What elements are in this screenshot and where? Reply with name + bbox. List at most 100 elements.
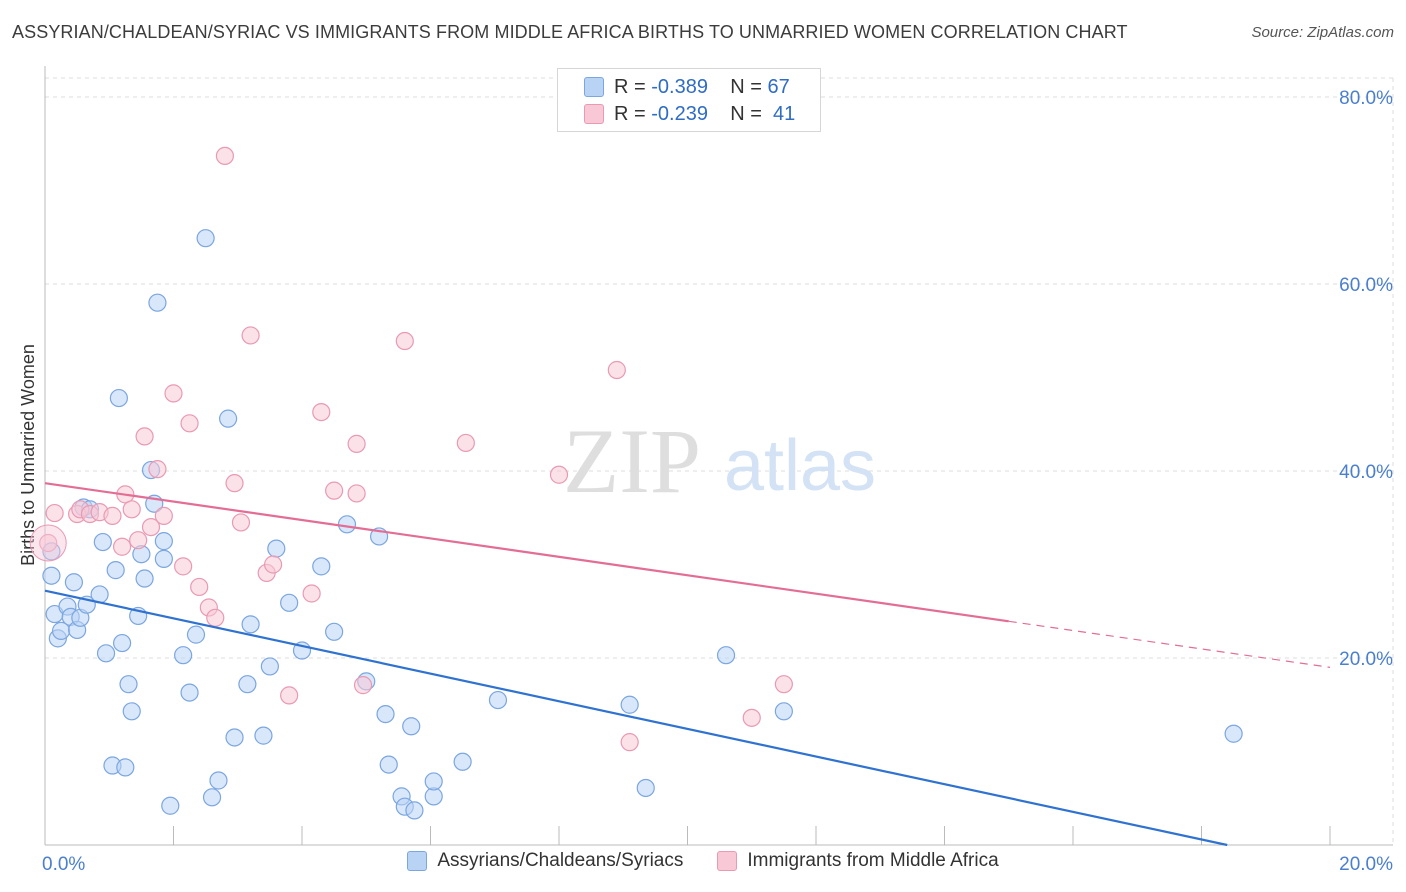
point-assyrians bbox=[148, 293, 167, 312]
point-assyrians bbox=[225, 728, 244, 747]
point-middle-africa bbox=[302, 584, 321, 603]
point-middle-africa bbox=[742, 708, 761, 727]
stats-r-label: R = bbox=[614, 102, 646, 125]
point-middle-africa bbox=[45, 503, 64, 523]
point-assyrians bbox=[254, 726, 273, 745]
point-assyrians bbox=[135, 569, 154, 588]
point-assyrians bbox=[219, 409, 238, 428]
point-middle-africa-large bbox=[29, 524, 67, 562]
point-assyrians bbox=[109, 388, 128, 408]
y-tick-label: 20.0% bbox=[1339, 649, 1393, 670]
x-tick-label: 20.0% bbox=[1339, 854, 1393, 875]
chart-title: ASSYRIAN/CHALDEAN/SYRIAC VS IMMIGRANTS F… bbox=[12, 22, 1128, 42]
point-middle-africa bbox=[347, 434, 366, 453]
point-middle-africa bbox=[164, 384, 183, 403]
point-middle-africa bbox=[215, 146, 234, 166]
point-assyrians bbox=[405, 801, 424, 820]
point-middle-africa bbox=[774, 675, 793, 694]
point-assyrians bbox=[202, 788, 222, 807]
point-assyrians bbox=[154, 532, 173, 551]
point-middle-africa bbox=[180, 414, 199, 433]
point-assyrians bbox=[174, 646, 193, 665]
point-middle-africa bbox=[122, 500, 141, 519]
point-middle-africa bbox=[148, 460, 167, 479]
stats-swatch-pink bbox=[584, 104, 604, 124]
point-middle-africa bbox=[549, 465, 569, 484]
point-assyrians bbox=[119, 675, 138, 694]
point-middle-africa bbox=[241, 326, 260, 345]
point-assyrians bbox=[402, 717, 421, 736]
point-middle-africa bbox=[353, 676, 373, 695]
point-assyrians bbox=[116, 758, 135, 777]
point-middle-africa bbox=[325, 481, 344, 500]
point-assyrians bbox=[196, 229, 215, 248]
point-assyrians bbox=[106, 561, 125, 580]
point-middle-africa bbox=[231, 513, 251, 532]
stats-r-value: -0.389 bbox=[651, 75, 708, 98]
point-assyrians bbox=[112, 633, 132, 653]
point-assyrians bbox=[280, 593, 299, 612]
point-assyrians bbox=[180, 683, 199, 702]
watermark-atlas: atlas bbox=[724, 426, 876, 506]
point-assyrians bbox=[620, 695, 639, 714]
point-middle-africa bbox=[154, 506, 173, 525]
chart-legend: Assyrians/Chaldeans/Syriacs Immigrants f… bbox=[0, 850, 1406, 872]
point-assyrians bbox=[337, 515, 357, 534]
point-middle-africa bbox=[206, 608, 225, 627]
point-middle-africa bbox=[263, 555, 283, 574]
trendline-middle-africa-extension bbox=[1008, 620, 1331, 668]
point-middle-africa bbox=[135, 427, 154, 446]
legend-label: Immigrants from Middle Africa bbox=[747, 850, 999, 871]
point-assyrians bbox=[96, 644, 116, 663]
point-middle-africa bbox=[112, 537, 132, 556]
trendline-middle-africa bbox=[44, 482, 1009, 623]
y-tick-label: 60.0% bbox=[1339, 275, 1393, 296]
trendline-assyrians bbox=[44, 589, 1228, 847]
stats-n-label: N = bbox=[730, 102, 762, 125]
stats-n-value: 41 bbox=[773, 102, 796, 125]
point-assyrians bbox=[325, 622, 344, 641]
point-assyrians bbox=[154, 549, 173, 568]
stats-r-label: R = bbox=[614, 75, 646, 98]
point-assyrians bbox=[42, 566, 61, 585]
point-middle-africa bbox=[456, 433, 475, 453]
point-middle-africa bbox=[280, 686, 299, 705]
legend-item-middle-africa[interactable]: Immigrants from Middle Africa bbox=[717, 850, 999, 872]
point-assyrians bbox=[312, 557, 331, 576]
point-assyrians bbox=[122, 702, 141, 721]
point-assyrians bbox=[424, 772, 443, 791]
point-assyrians bbox=[453, 752, 472, 771]
point-assyrians bbox=[93, 532, 112, 552]
point-assyrians bbox=[241, 615, 260, 634]
point-assyrians bbox=[186, 625, 206, 644]
point-middle-africa bbox=[607, 360, 626, 380]
point-assyrians bbox=[488, 690, 508, 710]
point-middle-africa bbox=[225, 474, 244, 493]
point-assyrians bbox=[774, 702, 793, 721]
series-assyrians bbox=[42, 229, 1243, 820]
legend-swatch-pink bbox=[717, 851, 738, 871]
point-assyrians bbox=[379, 755, 398, 774]
stats-swatch-blue bbox=[584, 77, 604, 97]
point-assyrians bbox=[636, 778, 655, 798]
stats-r-value: -0.239 bbox=[651, 102, 708, 125]
legend-item-assyrians[interactable]: Assyrians/Chaldeans/Syriacs bbox=[407, 850, 683, 872]
point-assyrians bbox=[260, 657, 279, 676]
point-middle-africa bbox=[129, 531, 148, 550]
point-middle-africa bbox=[103, 506, 122, 525]
y-axis-label: Births to Unmarried Women bbox=[18, 344, 38, 566]
source-label: Source: ZipAtlas.com bbox=[1251, 24, 1394, 41]
point-assyrians bbox=[238, 675, 257, 694]
legend-swatch-blue bbox=[407, 851, 428, 871]
point-assyrians bbox=[161, 796, 180, 815]
point-middle-africa bbox=[39, 533, 58, 553]
point-assyrians bbox=[1224, 724, 1243, 743]
legend-label: Assyrians/Chaldeans/Syriacs bbox=[437, 850, 684, 871]
point-middle-africa bbox=[141, 517, 161, 537]
stats-n-label: N = bbox=[730, 75, 762, 98]
y-tick-label: 40.0% bbox=[1339, 462, 1393, 483]
point-assyrians bbox=[64, 573, 84, 592]
point-assyrians bbox=[267, 539, 286, 558]
point-middle-africa bbox=[395, 331, 414, 351]
